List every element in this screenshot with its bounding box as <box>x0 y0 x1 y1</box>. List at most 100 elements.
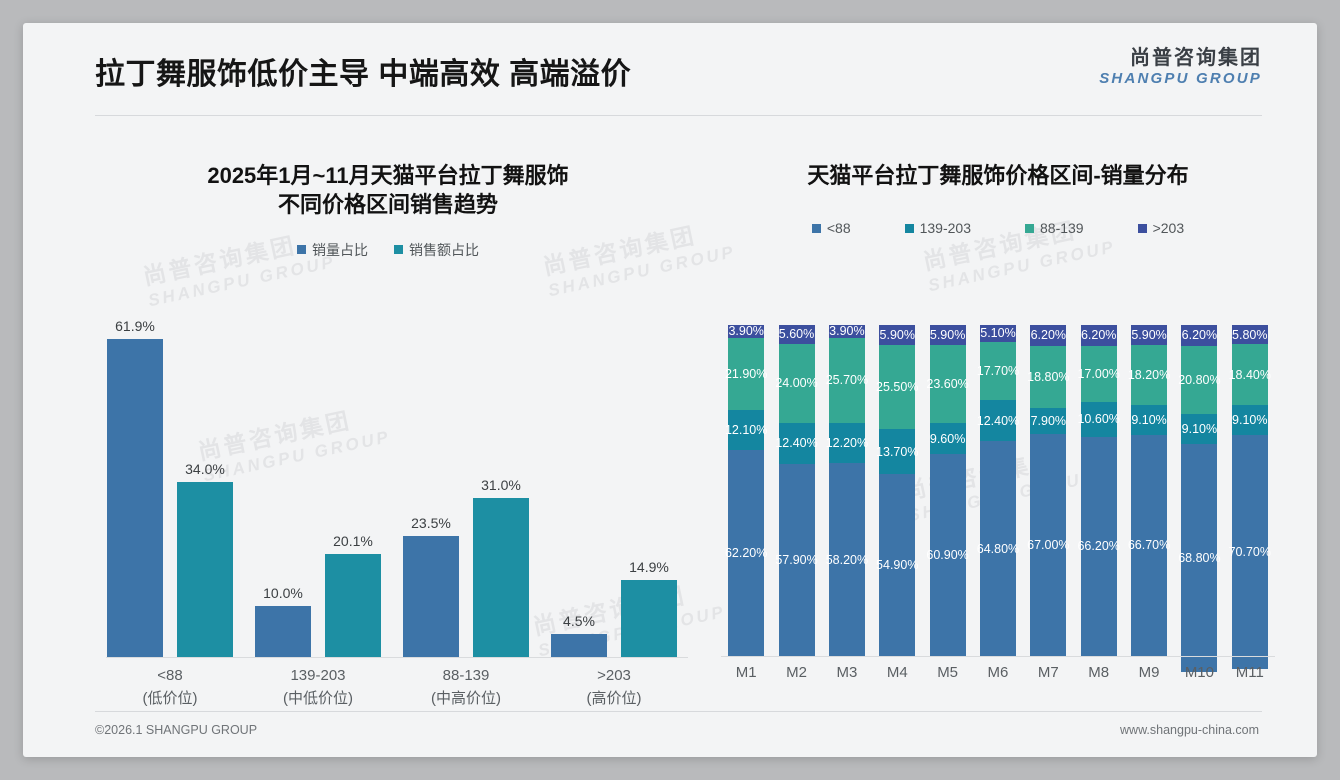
category-label-sub: (中低价位) <box>283 689 353 707</box>
legend-label: 139-203 <box>919 220 971 237</box>
legend-label: <88 <box>826 220 851 237</box>
stack-segment[interactable]: 5.80% <box>1231 325 1268 345</box>
stack-segment[interactable]: 12.40% <box>976 400 1020 442</box>
stack-segment[interactable]: 24.00% <box>775 343 818 423</box>
stack-segment[interactable]: 62.20% <box>724 450 768 657</box>
stack-segment[interactable]: 54.90% <box>876 474 918 656</box>
category-label-sub: (中高价位) <box>431 689 501 707</box>
stack-segment[interactable]: 6.20% <box>1080 325 1117 346</box>
stack-segment[interactable]: 13.70% <box>876 428 918 475</box>
bar-column[interactable]: 23.5% <box>403 323 459 657</box>
stack-segment[interactable]: 66.70% <box>1128 434 1170 656</box>
stack-segment[interactable]: 25.70% <box>826 337 868 423</box>
bar-column[interactable]: 34.0% <box>177 323 233 657</box>
stack-segment[interactable]: 9.10% <box>1231 405 1268 436</box>
stack-segment[interactable]: 64.80% <box>977 441 1019 656</box>
stacked-bar-column[interactable]: 6.20% 18.80% 7.90% 67.00% <box>1023 325 1073 656</box>
left-axis-line <box>106 657 688 658</box>
bar-column[interactable]: 20.1% <box>325 323 381 657</box>
bar-column[interactable]: 14.9% <box>621 323 677 657</box>
stacked-bar-column[interactable]: 5.10% 17.70% 12.40% 64.80% <box>973 325 1023 656</box>
legend-item: >203 <box>1137 220 1184 236</box>
segment-value-label: 5.90% <box>1131 327 1167 342</box>
stack-segment[interactable]: 5.90% <box>1131 325 1168 345</box>
category-label: M4 <box>886 664 908 681</box>
stack-segment[interactable]: 12.20% <box>825 422 869 464</box>
bar[interactable] <box>473 497 529 657</box>
stack-segment[interactable]: 18.80% <box>1027 345 1070 408</box>
segment-value-label: 12.20% <box>825 436 869 451</box>
stack-segment[interactable]: 5.90% <box>929 325 966 345</box>
category-label-main: >203 <box>597 667 631 684</box>
stack-segment[interactable]: 21.90% <box>725 337 767 411</box>
legend-label: 销量占比 <box>312 241 368 258</box>
bar[interactable] <box>325 553 381 657</box>
page-title: 拉丁舞服饰低价主导 中端高效 高端溢价 <box>95 58 632 91</box>
stack-segment[interactable]: 20.80% <box>1178 345 1221 415</box>
stack-segment[interactable]: 58.20% <box>825 463 869 656</box>
stacked-bar-column[interactable]: 5.60% 24.00% 12.40% 57.90% <box>771 325 821 656</box>
stack-segment[interactable]: 17.00% <box>1077 345 1120 402</box>
stacked-bar-column[interactable]: 5.80% 18.40% 9.10% 70.70% <box>1225 325 1275 670</box>
stacked-bar-column[interactable]: 3.90% 21.90% 12.10% 62.20% <box>721 324 771 657</box>
segment-value-label: 18.40% <box>1228 367 1271 382</box>
legend-item: 88-139 <box>1025 220 1084 236</box>
stack-segment[interactable]: 9.60% <box>929 422 966 455</box>
stacked-bar-column[interactable]: 5.90% 23.60% 9.60% 60.90% <box>922 325 972 656</box>
stacked-bar-column[interactable]: 6.20% 20.80% 9.10% 68.80% <box>1174 325 1224 673</box>
stack: 5.90% 18.20% 9.10% 66.70% <box>1128 325 1170 656</box>
stack-segment[interactable]: 25.50% <box>876 344 919 429</box>
bar[interactable] <box>551 633 607 657</box>
segment-value-label: 25.50% <box>876 379 919 394</box>
bar-value-label: 23.5% <box>411 515 451 532</box>
stack-segment[interactable]: 66.20% <box>1077 436 1120 656</box>
category-label-main: 139-203 <box>290 667 346 684</box>
bar[interactable] <box>403 536 459 657</box>
stack-segment[interactable]: 60.90% <box>926 454 969 656</box>
stack-segment[interactable]: 9.10% <box>1181 414 1218 445</box>
bar[interactable] <box>107 338 163 657</box>
stack-segment[interactable]: 23.60% <box>926 344 969 423</box>
bar[interactable] <box>255 605 311 657</box>
stack-segment[interactable]: 10.60% <box>1077 401 1120 437</box>
stack-segment[interactable]: 7.90% <box>1030 407 1067 434</box>
category-label: M6 <box>987 664 1009 681</box>
stack-segment[interactable]: 6.20% <box>1181 325 1218 346</box>
stack-segment[interactable]: 5.10% <box>979 325 1016 342</box>
segment-value-label: 58.20% <box>825 552 869 567</box>
header: 拉丁舞服饰低价主导 中端高效 高端溢价 尚普咨询集团 SHANGPU GROUP <box>23 23 1317 116</box>
stack-segment[interactable]: 12.40% <box>775 422 818 464</box>
stack-segment[interactable]: 12.10% <box>725 410 767 451</box>
stacked-bar-column[interactable]: 5.90% 18.20% 9.10% 66.70% <box>1124 325 1174 656</box>
bar-column[interactable]: 31.0% <box>473 323 529 657</box>
stack-segment[interactable]: 3.90% <box>828 324 865 338</box>
legend-item: 139-203 <box>904 220 971 237</box>
stack-segment[interactable]: 18.20% <box>1128 344 1170 405</box>
stack-segment[interactable]: 70.70% <box>1229 435 1271 670</box>
stack-segment[interactable]: 17.70% <box>977 341 1019 401</box>
stack-segment[interactable]: 6.20% <box>1030 325 1067 346</box>
stack-segment[interactable]: 67.00% <box>1027 433 1070 656</box>
segment-value-label: 12.40% <box>976 413 1020 428</box>
stack-segment[interactable]: 5.60% <box>778 325 815 344</box>
left-chart-title-line1: 2025年1月~11月天猫平台拉丁舞服饰 <box>207 163 569 188</box>
stack-segment[interactable]: 18.40% <box>1228 344 1271 406</box>
stacked-bar-column[interactable]: 6.20% 17.00% 10.60% 66.20% <box>1074 325 1124 656</box>
bar-column[interactable]: 10.0% <box>255 323 311 657</box>
stack-segment[interactable]: 9.10% <box>1131 404 1168 435</box>
segment-value-label: 9.10% <box>1232 413 1268 428</box>
segment-value-label: 62.20% <box>724 546 768 561</box>
bar[interactable] <box>177 482 233 657</box>
stacked-bar-column[interactable]: 3.90% 25.70% 12.20% 58.20% <box>822 324 872 656</box>
bar[interactable] <box>621 580 677 657</box>
segment-value-label: 5.80% <box>1232 327 1268 342</box>
stacked-bar-column[interactable]: 5.90% 25.50% 13.70% 54.90% <box>872 325 922 656</box>
bar-column[interactable]: 61.9% <box>107 318 163 657</box>
stack-segment[interactable]: 57.90% <box>775 464 818 656</box>
stack-segment[interactable]: 3.90% <box>728 324 765 338</box>
bar-column[interactable]: 4.5% <box>551 323 607 657</box>
stack-segment[interactable]: 5.90% <box>879 325 916 345</box>
stack-segment[interactable]: 68.80% <box>1178 444 1221 673</box>
category-label: M7 <box>1037 664 1059 681</box>
category-label: 88-139 (中高价位) <box>392 665 540 710</box>
